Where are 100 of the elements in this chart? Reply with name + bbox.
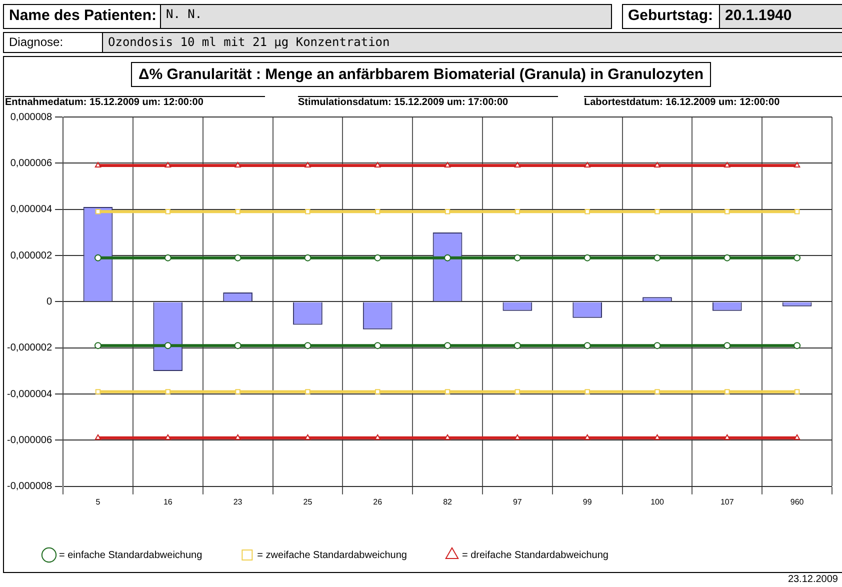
x-tick-label: 5 [96, 497, 101, 506]
text: Entnahmedatum: 15.12.2009 um: 12:00:00 [5, 96, 265, 108]
point [444, 342, 452, 350]
point [654, 342, 661, 350]
point [724, 162, 730, 168]
point [94, 342, 102, 350]
y-tick-label: 0,000008 [10, 112, 52, 123]
point [724, 389, 730, 394]
point [235, 209, 240, 214]
point [164, 342, 172, 350]
point [444, 254, 452, 262]
point [514, 209, 520, 214]
text: Name des Patienten: [3, 4, 161, 29]
text: 23.12.2009 [788, 574, 838, 585]
point [444, 434, 451, 440]
text: Ozondosis 10 ml mit 21 µg Konzentration [102, 32, 842, 53]
x-tick-label: 23 [233, 497, 243, 506]
x-tick-label: 100 [650, 497, 664, 506]
point [724, 254, 731, 262]
x-tick-label: 82 [443, 497, 453, 506]
point [164, 434, 171, 440]
point [584, 162, 590, 168]
x-tick-label: 99 [582, 497, 592, 506]
point [444, 209, 450, 214]
point [794, 389, 800, 394]
text: 20.1.1940 [719, 4, 842, 29]
point [584, 209, 590, 214]
point [234, 434, 241, 440]
point [584, 254, 591, 262]
point [304, 434, 311, 440]
text: Diagnose: [3, 32, 103, 53]
point [724, 434, 730, 440]
point [374, 342, 382, 350]
point [794, 342, 801, 350]
point [165, 389, 171, 394]
point [654, 434, 660, 440]
y-tick-label: 0,000002 [10, 250, 52, 262]
x-tick-label: 26 [373, 497, 383, 506]
point [94, 162, 102, 168]
point [514, 389, 520, 394]
point [94, 254, 102, 262]
point [794, 434, 800, 440]
y-tick-label: -0,000004 [6, 388, 52, 400]
point [794, 209, 800, 214]
point [94, 434, 102, 440]
point [305, 389, 310, 394]
point [794, 254, 801, 262]
y-tick-label: -0,000008 [6, 481, 52, 492]
x-tick-label: 97 [512, 497, 522, 506]
point [234, 254, 242, 262]
point [654, 389, 660, 394]
x-tick-label: 107 [720, 497, 734, 506]
point [584, 389, 590, 394]
point [654, 254, 661, 262]
point [164, 254, 172, 262]
point [374, 254, 382, 262]
point [165, 209, 171, 214]
y-tick-label: 0,000006 [10, 158, 52, 169]
point [304, 342, 312, 350]
point [305, 209, 310, 214]
legend-label: = zweifache Standardabweichung [257, 550, 407, 561]
x-tick-label: 25 [303, 497, 313, 506]
point [95, 389, 101, 394]
point [724, 209, 730, 214]
text: Stimulationsdatum: 15.12.2009 um: 17:00:00 [298, 96, 558, 108]
point [724, 342, 731, 350]
point [304, 162, 311, 168]
text: N. N. [160, 4, 612, 29]
point [444, 162, 451, 168]
point [514, 254, 521, 262]
point [584, 342, 591, 350]
point [374, 209, 380, 214]
x-tick-label: 16 [163, 497, 173, 506]
y-tick-label: -0,000006 [6, 434, 52, 446]
point [514, 162, 521, 168]
point [235, 389, 240, 394]
text: Labortestdatum: 16.12.2009 um: 12:00:00 [584, 96, 842, 108]
point [374, 162, 381, 168]
point [444, 389, 450, 394]
point [234, 162, 241, 168]
legend-label: = einfache Standardabweichung [59, 550, 202, 561]
y-tick-label: 0,000004 [10, 204, 52, 216]
point [234, 342, 242, 350]
legend-label: = dreifache Standardabweichung [462, 550, 608, 561]
point [654, 209, 660, 214]
point [374, 434, 381, 440]
point [95, 209, 101, 214]
point [304, 254, 312, 262]
y-tick-label: -0,000002 [6, 342, 52, 354]
chart-title: Δ% Granularität : Menge an anfärbbarem Biomaterial (Granula) in Granulozyten [131, 62, 711, 87]
point [374, 389, 380, 394]
point [794, 162, 800, 168]
point [514, 434, 521, 440]
point [164, 162, 171, 168]
y-tick-label: 0 [46, 296, 52, 308]
text: Geburtstag: [622, 4, 720, 29]
point [654, 162, 660, 168]
point [584, 434, 590, 440]
point [514, 342, 521, 350]
x-tick-label: 960 [790, 497, 804, 506]
